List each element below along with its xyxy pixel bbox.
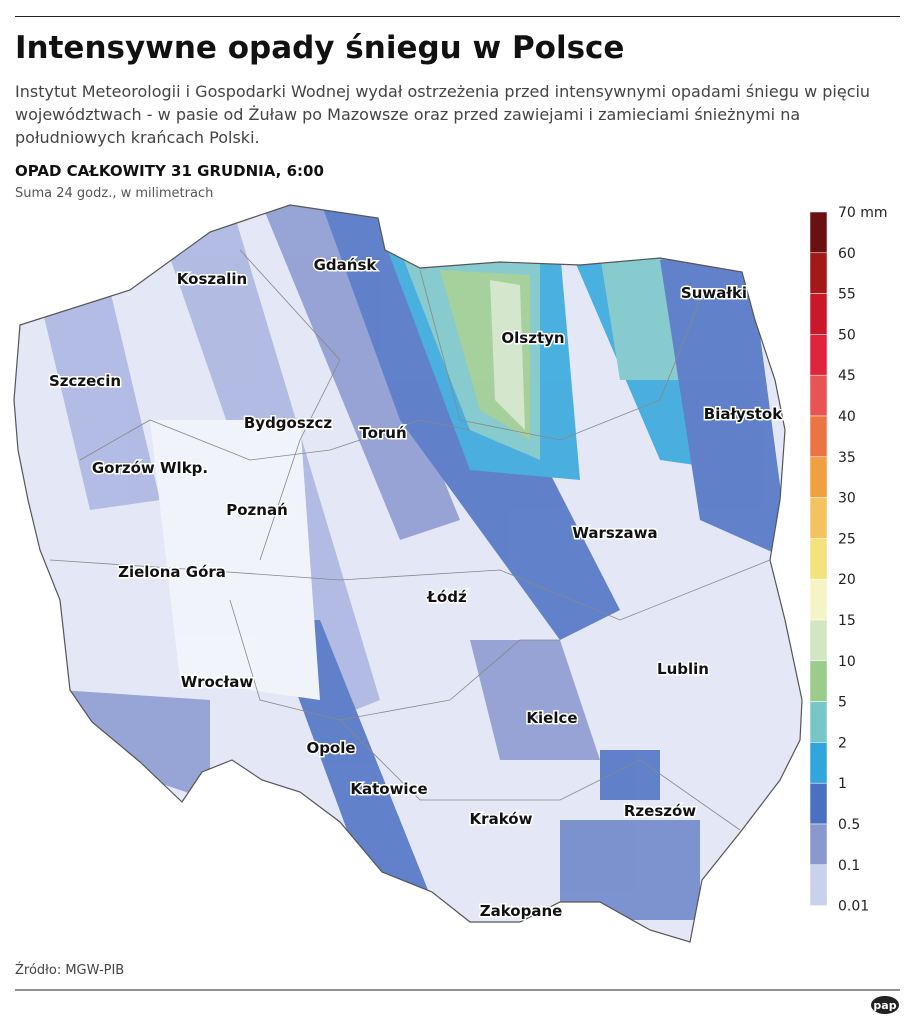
- legend-label: 5: [838, 695, 847, 711]
- band: [40, 290, 160, 510]
- band: [560, 820, 700, 920]
- band: [150, 420, 320, 700]
- city-label: Gorzów Wlkp.: [92, 459, 208, 477]
- legend-swatch: [809, 456, 828, 498]
- legend-swatch: [809, 701, 828, 743]
- city-label: Lublin: [657, 660, 709, 678]
- region-line: [79, 419, 471, 461]
- map-title: OPAD CAŁKOWITY 31 GRUDNIA, 6:00: [15, 162, 324, 180]
- description: Instytut Meteorologii i Gospodarki Wodne…: [15, 82, 871, 147]
- band: [260, 205, 460, 540]
- band: [600, 255, 680, 380]
- legend-label: 2: [838, 735, 847, 751]
- logo: pap: [873, 999, 896, 1012]
- legend: 70 mm 60 55 50 45 40 35 30 25 20 15 10 5 2 1 0.5 0.1 0.01: [809, 205, 888, 915]
- legend-label: 25: [838, 531, 856, 547]
- legend-swatch: [809, 293, 828, 335]
- legend-swatch: [809, 578, 828, 621]
- source: Źródło: MGW-PIB: [15, 963, 125, 978]
- band: [660, 260, 790, 560]
- city-label: Szczecin: [49, 372, 121, 390]
- city-labels: Gdańsk Koszalin Suwałki Olsztyn Szczecin Biał…: [47, 255, 784, 922]
- bands: [40, 205, 790, 920]
- legend-label: 0.1: [838, 858, 860, 874]
- city-label: Koszalin: [177, 270, 247, 288]
- city-label: Opole: [306, 739, 355, 757]
- logo-badge: [871, 996, 899, 1014]
- legend-label: 55: [838, 287, 856, 303]
- city-label: Kielce: [526, 709, 577, 727]
- legend-label: 20: [838, 572, 856, 588]
- city-label: Suwałki: [681, 284, 747, 302]
- city-label: Wrocław: [181, 673, 254, 691]
- legend-swatch: [809, 497, 828, 539]
- city-label: Gdańsk: [314, 256, 378, 274]
- legend-swatch: [809, 864, 828, 906]
- legend-label: 0.01: [838, 899, 869, 915]
- legend-label: 40: [838, 409, 856, 425]
- legend-label: 10: [838, 654, 856, 670]
- legend-label: 1: [838, 776, 847, 792]
- legend-label: 0.5: [838, 817, 860, 833]
- legend-label: 30: [838, 491, 856, 507]
- region-line: [339, 719, 741, 831]
- legend-label: 35: [838, 450, 856, 466]
- city-label: Bydgoszcz: [244, 414, 333, 432]
- band: [60, 690, 210, 800]
- legend-label: 50: [838, 327, 856, 343]
- city-label: Warszawa: [572, 524, 657, 542]
- city-label: Rzeszów: [624, 802, 696, 820]
- legend-label: 15: [838, 613, 856, 629]
- city-label: Łódź: [426, 588, 467, 606]
- legend-swatch: [809, 619, 828, 662]
- legend-swatch: [809, 252, 828, 294]
- city-label: Toruń: [359, 424, 406, 442]
- band: [600, 750, 660, 800]
- legend-swatch: [809, 742, 828, 784]
- band: [490, 280, 525, 430]
- city-label: Poznań: [226, 501, 288, 519]
- legend-swatch: [809, 374, 828, 417]
- band: [470, 640, 600, 760]
- legend-swatch: [809, 782, 828, 825]
- regions: [49, 249, 771, 831]
- legend-swatch: [809, 538, 828, 580]
- city-label: Katowice: [350, 780, 427, 798]
- city-label: Olsztyn: [501, 329, 564, 347]
- legend-swatch: [809, 415, 828, 458]
- city-label: Białystok: [704, 405, 783, 423]
- legend-swatch: [809, 660, 828, 702]
- region-line: [229, 599, 560, 721]
- top-rule: [15, 16, 900, 17]
- legend-swatch: [809, 211, 828, 254]
- legend-swatch: [809, 823, 828, 866]
- region-line: [239, 249, 341, 561]
- region-line: [49, 559, 771, 621]
- map-subtitle: Suma 24 godz., w milimetrach: [15, 186, 214, 201]
- title: Intensywne opady śniegu w Polsce: [15, 30, 625, 66]
- legend-label: 45: [838, 368, 856, 384]
- legend-label: 60: [838, 246, 856, 262]
- legend-label: 70 mm: [838, 205, 888, 221]
- region-line: [419, 269, 701, 441]
- city-label: Zakopane: [480, 902, 563, 920]
- city-label: Kraków: [470, 810, 533, 828]
- legend-swatch: [809, 334, 828, 376]
- city-label: Zielona Góra: [118, 563, 226, 581]
